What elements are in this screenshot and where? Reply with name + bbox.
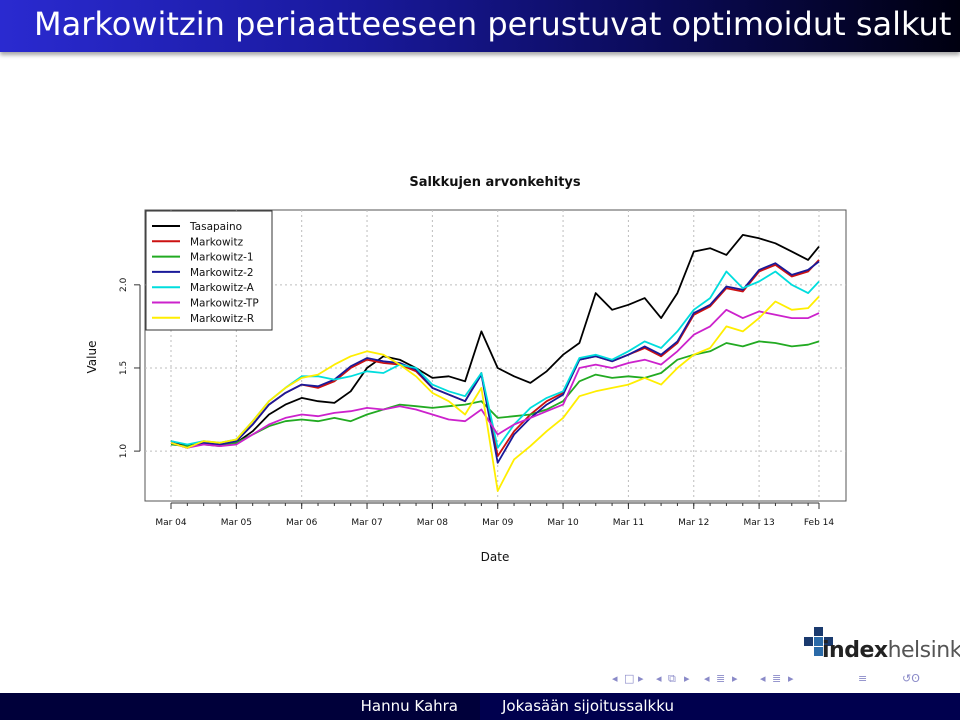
x-axis: Mar 04 Mar 05 Mar 06 Mar 07 Mar 08 Mar 09 Mar … xyxy=(155,502,835,528)
align-icon[interactable]: ≡ xyxy=(858,672,868,685)
slide-title: Markowitzin periaatteeseen perustuvat op… xyxy=(34,5,952,43)
section-icon[interactable]: ≣ xyxy=(716,672,726,685)
nav-left-arrow-icon[interactable]: ◂ xyxy=(760,672,766,685)
legend: Tasapaino Markowitz Markowitz-1 Markowitz-2… xyxy=(145,210,273,331)
y-axis-label: Value xyxy=(85,341,99,374)
chart-title: Salkkujen arvonkehitys xyxy=(409,175,581,190)
series-line xyxy=(170,260,820,464)
x-tick-label: Mar 06 xyxy=(286,518,318,528)
y-tick-label: 1.0 xyxy=(119,444,129,459)
nav-left-arrow-icon[interactable]: ◂ xyxy=(656,672,662,685)
legend-entry: Markowitz xyxy=(190,236,244,248)
x-tick-label: Mar 04 xyxy=(155,518,187,528)
title-bar: Markowitzin periaatteeseen perustuvat op… xyxy=(0,0,960,52)
series-line xyxy=(170,295,820,492)
plot-frame xyxy=(144,209,847,502)
x-tick-label: Mar 11 xyxy=(613,518,644,528)
series-lines xyxy=(170,233,820,492)
search-icon[interactable]: ↺ʘ xyxy=(902,672,920,685)
legend-entry: Markowitz-TP xyxy=(190,298,259,310)
frame-icon[interactable]: □ xyxy=(624,672,635,685)
x-axis-label: Date xyxy=(481,550,510,564)
y-tick-label: 2.0 xyxy=(119,277,129,292)
x-tick-label: Mar 07 xyxy=(351,518,382,528)
logo-mark-icon xyxy=(804,627,833,656)
logo-text: indexhelsinki xyxy=(822,638,960,663)
nav-right-arrow-icon[interactable]: ▸ xyxy=(732,672,738,685)
y-axis: 1.0 1.5 2.0 xyxy=(119,277,141,459)
series-line xyxy=(170,233,820,448)
nav-right-arrow-icon[interactable]: ▸ xyxy=(638,672,644,685)
nav-right-arrow-icon[interactable]: ▸ xyxy=(684,672,690,685)
y-tick-label: 1.5 xyxy=(119,361,129,375)
x-tick-label: Mar 09 xyxy=(482,518,514,528)
legend-entry: Markowitz-R xyxy=(190,313,254,325)
indexhelsinki-logo: indexhelsinki xyxy=(800,625,960,673)
footer-author: Hannu Kahra xyxy=(0,693,480,720)
series-line xyxy=(170,308,820,449)
x-tick-label: Mar 12 xyxy=(678,518,709,528)
x-tick-label: Mar 05 xyxy=(221,518,252,528)
nav-right-arrow-icon[interactable]: ▸ xyxy=(788,672,794,685)
x-tick-label: Mar 10 xyxy=(547,518,579,528)
subsection-icon[interactable]: ⧉ xyxy=(668,672,676,685)
nav-left-arrow-icon[interactable]: ◂ xyxy=(704,672,710,685)
legend-entry: Markowitz-2 xyxy=(190,267,254,279)
footer: Hannu Kahra Jokasään sijoitussalkku xyxy=(0,693,960,720)
x-tick-label: Mar 08 xyxy=(417,518,449,528)
nav-left-arrow-icon[interactable]: ◂ xyxy=(612,672,618,685)
legend-entry: Markowitz-A xyxy=(190,282,255,294)
beamer-navigation[interactable]: ◂ □ ▸ ◂ ⧉ ▸ ◂ ≣ ▸ ◂ ≣ ▸ ≡ ↺ʘ xyxy=(612,670,958,690)
x-tick-label: Feb 14 xyxy=(804,518,835,528)
legend-box xyxy=(145,210,273,331)
footer-talk-title: Jokasään sijoitussalkku xyxy=(480,693,960,720)
legend-entry: Tasapaino xyxy=(189,221,242,233)
x-tick-label: Mar 13 xyxy=(743,518,774,528)
series-line xyxy=(170,340,820,448)
presentation-icon[interactable]: ≣ xyxy=(772,672,782,685)
legend-entry: Markowitz-1 xyxy=(190,252,254,264)
